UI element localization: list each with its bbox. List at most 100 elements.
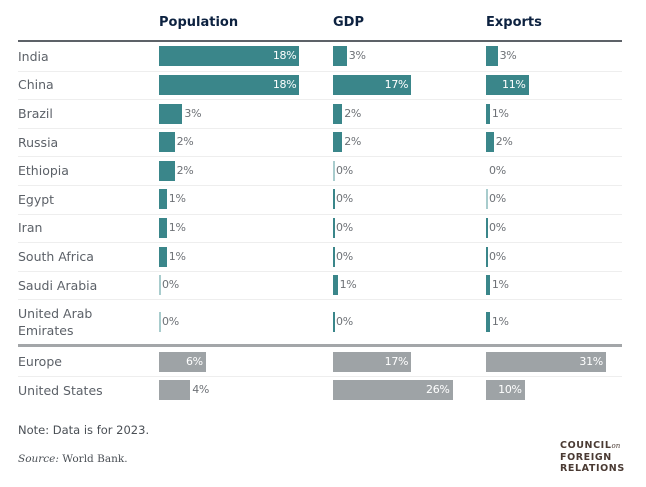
row-label: Saudi Arabia (18, 277, 98, 293)
bar-exports (486, 189, 488, 210)
value-label: 2% (176, 163, 194, 177)
value-label: 0% (489, 220, 506, 234)
value-label: 1% (491, 278, 509, 292)
row-divider (18, 242, 622, 244)
bar-gdp (333, 351, 412, 372)
value-label: 4% (192, 383, 210, 397)
row-label: Egypt (18, 191, 55, 207)
row-label: Russia (18, 134, 59, 150)
bar-population (159, 246, 167, 267)
bar-exports (486, 103, 490, 124)
bar-gdp (333, 189, 335, 210)
bar-gdp (333, 46, 347, 67)
bar-exports (486, 311, 490, 332)
row-divider (18, 213, 622, 215)
bar-population (159, 217, 167, 238)
value-label: 0% (336, 249, 353, 263)
row-label: India (18, 48, 49, 64)
bar-gdp (333, 103, 343, 124)
bar-population (159, 189, 167, 210)
row-label: Iran (18, 220, 43, 236)
row-label: Ethiopia (18, 163, 69, 179)
value-label: 0% (162, 314, 179, 328)
bar-population (159, 380, 191, 401)
bar-gdp (333, 74, 412, 95)
column-header-population: Population (159, 15, 239, 30)
value-label: 6% (185, 354, 203, 368)
bar-gdp (333, 311, 335, 332)
value-label: 0% (336, 163, 353, 177)
footnote: Note: Data is for 2023. (18, 423, 150, 437)
value-label: 0% (489, 192, 506, 206)
row-label: United Arab Emirates (18, 305, 93, 338)
value-label: 1% (168, 220, 186, 234)
bar-gdp (333, 275, 338, 296)
value-label: 1% (339, 278, 357, 292)
value-label: 0% (489, 249, 506, 263)
value-label: 2% (495, 135, 513, 149)
logo-line-3: RELATIONS (560, 463, 625, 474)
row-divider (18, 156, 622, 158)
row-divider (18, 127, 622, 129)
value-label: 18% (272, 49, 297, 63)
row-divider (18, 70, 622, 72)
bar-exports (486, 275, 490, 296)
bar-gdp (333, 380, 453, 401)
row-label: United States (18, 382, 103, 398)
bar-population (159, 132, 175, 153)
value-label: 10% (498, 383, 522, 397)
value-label: 3% (348, 49, 366, 63)
value-label: 18% (272, 77, 297, 91)
value-label: 0% (336, 192, 353, 206)
value-label: 1% (491, 106, 509, 120)
value-label: 1% (168, 192, 186, 206)
value-label: 2% (176, 135, 194, 149)
logo-line-2: FOREIGN (560, 452, 612, 463)
bar-population (159, 311, 161, 332)
logo-line-1: COUNCIL (560, 440, 612, 451)
bar-exports (486, 132, 494, 153)
bar-population (159, 160, 175, 181)
bar-exports (486, 351, 606, 372)
row-divider (18, 185, 622, 186)
bar-gdp (333, 160, 335, 181)
value-label: 17% (384, 77, 409, 91)
group-separator (18, 344, 622, 348)
logo-on: on (611, 442, 621, 450)
value-label: 0% (489, 163, 506, 177)
value-label: 26% (426, 383, 450, 397)
row-label: South Africa (18, 249, 94, 264)
row-label: Brazil (18, 106, 53, 121)
bar-gdp (333, 246, 335, 267)
bar-exports (486, 74, 529, 95)
bar-gdp (333, 132, 343, 153)
value-label: 0% (162, 278, 179, 292)
row-label: Europe (18, 354, 62, 370)
column-header-gdp: GDP (333, 15, 364, 30)
value-label: 3% (184, 106, 202, 120)
row-label: China (18, 77, 54, 93)
header-rule (18, 40, 622, 42)
bar-population (159, 74, 300, 95)
value-label: 31% (579, 354, 603, 368)
value-label: 2% (344, 135, 362, 149)
value-label: 17% (384, 354, 409, 368)
bar-population (159, 275, 161, 296)
value-label: 1% (168, 249, 186, 263)
row-divider (18, 376, 622, 377)
value-label: 2% (344, 106, 362, 120)
value-label: 3% (499, 49, 517, 63)
row-divider (18, 299, 622, 301)
bar-population (159, 46, 300, 67)
bar-exports (486, 246, 488, 267)
value-label: 0% (336, 220, 353, 234)
bar-population (159, 103, 183, 124)
bar-gdp (333, 217, 335, 238)
source-label: Source: (18, 453, 59, 465)
bar-exports (486, 217, 488, 238)
source-note: Source: World Bank. (18, 453, 128, 465)
cfr-logo: COUNCILon FOREIGN RELATIONS (560, 440, 625, 474)
value-label: 0% (336, 314, 353, 328)
bar-exports (486, 46, 498, 67)
